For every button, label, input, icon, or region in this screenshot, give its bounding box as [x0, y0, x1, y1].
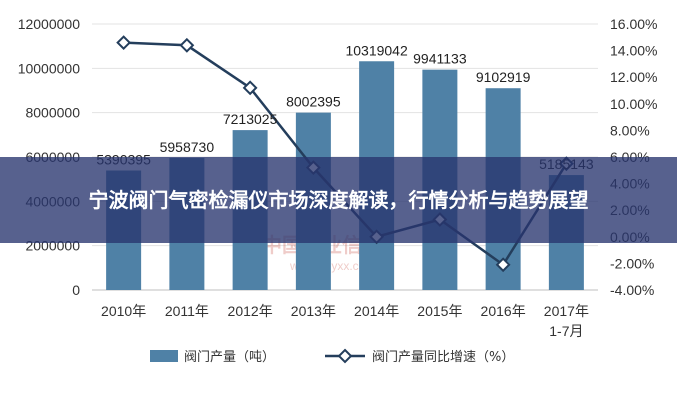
y-right-tick-8: 12.00% — [610, 69, 657, 85]
bar-label-4: 10319042 — [345, 42, 408, 58]
x-tick-2: 2012年 — [228, 303, 273, 319]
bar-label-2: 7213025 — [223, 111, 278, 127]
y-left-tick-6: 12000000 — [18, 16, 81, 32]
line-point-1 — [179, 37, 195, 53]
legend: 阀门产量（吨） 阀门产量同比增速（%） — [150, 348, 514, 365]
y-left-tick-4: 8000000 — [25, 105, 80, 121]
title-banner: 宁波阀门气密检漏仪市场深度解读，行情分析与趋势展望 — [0, 157, 677, 243]
line-point-0 — [116, 35, 132, 51]
x-tick-6: 2016年 — [481, 303, 526, 319]
line-point-2 — [242, 80, 258, 96]
x-tick-1: 2011年 — [165, 303, 209, 319]
legend-line-marker — [337, 348, 353, 364]
y-right-tick-0: -4.00% — [610, 282, 654, 298]
y-right-tick-7: 10.00% — [610, 96, 657, 112]
y-left-tick-5: 10000000 — [18, 60, 81, 76]
banner-title: 宁波阀门气密检漏仪市场深度解读，行情分析与趋势展望 — [88, 188, 589, 212]
x-tick-7: 2017年 1-7月 — [544, 303, 589, 339]
legend-line-label: 阀门产量同比增速（%） — [372, 350, 514, 365]
bar-label-1: 5958730 — [160, 139, 215, 155]
legend-bar-swatch — [150, 350, 178, 362]
y-right-tick-10: 16.00% — [610, 16, 657, 32]
y-left-tick-0: 0 — [72, 282, 80, 298]
y-right-tick-6: 8.00% — [610, 122, 650, 138]
y-right-tick-1: -2.00% — [610, 255, 654, 271]
x-tick-5: 2015年 — [417, 303, 462, 319]
bar-label-5: 9941133 — [413, 51, 467, 67]
x-axis-ticks: 2010年 2011年 2012年 2013年 2014年 2015年 2016年 2017年… — [101, 303, 589, 339]
y-right-tick-9: 14.00% — [610, 43, 657, 59]
bar-label-3: 8002395 — [286, 94, 341, 110]
x-tick-3: 2013年 — [291, 303, 336, 319]
legend-bar-label: 阀门产量（吨） — [184, 350, 275, 365]
bar-label-6: 9102919 — [476, 69, 531, 85]
x-tick-4: 2014年 — [354, 303, 399, 319]
x-tick-0: 2010年 — [101, 303, 146, 319]
line-point-6 — [495, 257, 511, 273]
